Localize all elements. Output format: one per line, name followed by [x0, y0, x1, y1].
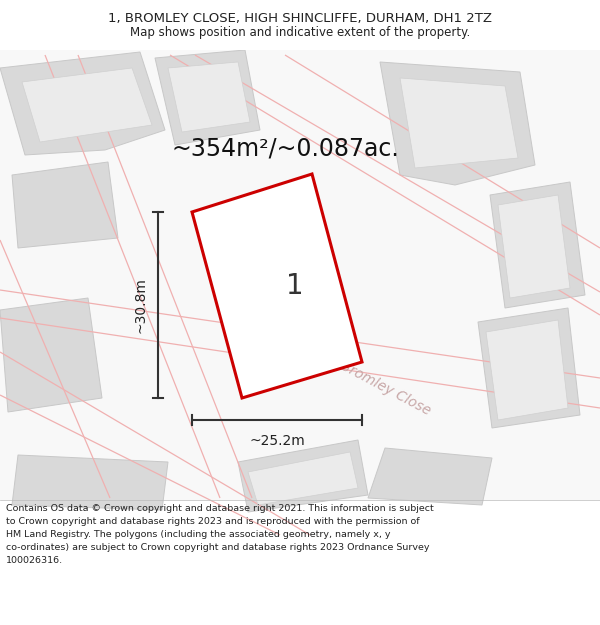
- Polygon shape: [22, 68, 152, 142]
- Text: 100026316.: 100026316.: [6, 556, 63, 565]
- Text: ~354m²/~0.087ac.: ~354m²/~0.087ac.: [171, 136, 399, 160]
- Text: HM Land Registry. The polygons (including the associated geometry, namely x, y: HM Land Registry. The polygons (includin…: [6, 530, 391, 539]
- Polygon shape: [12, 455, 168, 510]
- Polygon shape: [478, 308, 580, 428]
- Text: ~25.2m: ~25.2m: [249, 434, 305, 448]
- Polygon shape: [400, 78, 518, 168]
- Polygon shape: [490, 182, 585, 308]
- Bar: [0, 50, 600, 500]
- Polygon shape: [0, 52, 165, 155]
- Polygon shape: [248, 452, 358, 505]
- Text: Contains OS data © Crown copyright and database right 2021. This information is : Contains OS data © Crown copyright and d…: [6, 504, 434, 513]
- Polygon shape: [380, 62, 535, 185]
- Text: to Crown copyright and database rights 2023 and is reproduced with the permissio: to Crown copyright and database rights 2…: [6, 517, 419, 526]
- Text: 1: 1: [286, 272, 304, 301]
- Polygon shape: [0, 298, 102, 412]
- Polygon shape: [12, 162, 118, 248]
- Polygon shape: [498, 195, 570, 298]
- Polygon shape: [192, 174, 362, 398]
- Polygon shape: [368, 448, 492, 505]
- Text: 1, BROMLEY CLOSE, HIGH SHINCLIFFE, DURHAM, DH1 2TZ: 1, BROMLEY CLOSE, HIGH SHINCLIFFE, DURHA…: [108, 12, 492, 25]
- Polygon shape: [168, 62, 250, 132]
- Text: co-ordinates) are subject to Crown copyright and database rights 2023 Ordnance S: co-ordinates) are subject to Crown copyr…: [6, 543, 430, 552]
- Text: ~30.8m: ~30.8m: [134, 277, 148, 333]
- Text: Bromley Close: Bromley Close: [338, 358, 433, 418]
- Bar: [0, 0, 600, 50]
- Text: Map shows position and indicative extent of the property.: Map shows position and indicative extent…: [130, 26, 470, 39]
- Polygon shape: [486, 320, 568, 420]
- Polygon shape: [155, 50, 260, 145]
- Polygon shape: [238, 440, 368, 512]
